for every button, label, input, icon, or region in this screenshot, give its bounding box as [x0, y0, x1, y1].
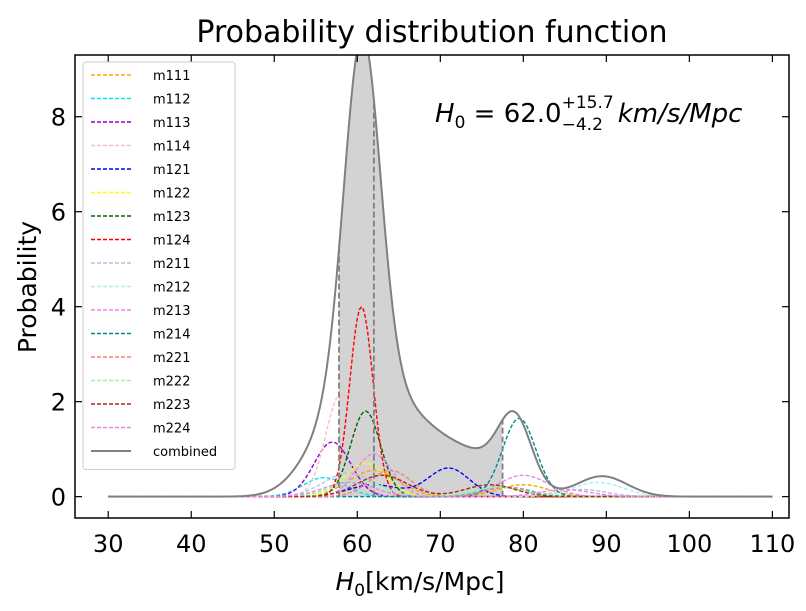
legend-label-m121: m121	[153, 163, 190, 178]
legend: m111 m112 m113 m114 m121 m122 m123 m124 m211 m212…	[82, 61, 236, 470]
combined-shaded-region	[339, 55, 503, 497]
x-tick-label: 50	[259, 530, 290, 558]
x-tick-label: 70	[425, 530, 456, 558]
legend-label-m113: m113	[153, 116, 190, 131]
axes: 30 40 50 60 70 80 90 100 110 0 2 4 6 8	[51, 55, 795, 558]
legend-label-m122: m122	[153, 187, 190, 202]
x-tick-label: 90	[591, 530, 622, 558]
legend-label-m223: m223	[153, 398, 190, 413]
x-tick-label: 60	[342, 530, 373, 558]
y-tick-label: 4	[51, 294, 66, 322]
x-tick-label: 110	[749, 530, 795, 558]
legend-label-m112: m112	[153, 93, 190, 108]
combined-line	[108, 55, 773, 498]
legend-label-m214: m214	[153, 328, 190, 343]
plot-frame	[74, 54, 790, 519]
legend-label-m213: m213	[153, 304, 190, 319]
x-tick-label: 40	[176, 530, 207, 558]
y-tick-label: 6	[51, 199, 66, 227]
legend-label-m123: m123	[153, 210, 190, 225]
legend-label-m114: m114	[153, 140, 190, 155]
legend-label-m124: m124	[153, 234, 190, 249]
legend-label-m211: m211	[153, 257, 190, 272]
legend-label-m224: m224	[153, 422, 190, 437]
legend-label-m111: m111	[153, 69, 190, 84]
plot-area	[108, 55, 773, 498]
x-tick-label: 80	[508, 530, 539, 558]
y-tick-label: 2	[51, 389, 66, 417]
x-axis-label: H0[km/s/Mpc]	[335, 567, 504, 601]
h0-annotation: H0 = 62.0+15.7 −4.2 km/s/Mpc	[435, 93, 742, 135]
x-tick-label: 100	[666, 530, 712, 558]
y-tick-label: 8	[51, 104, 66, 132]
legend-label-m221: m221	[153, 351, 190, 366]
x-tick-label: 30	[93, 530, 124, 558]
y-tick-label: 0	[51, 484, 66, 512]
legend-label-m222: m222	[153, 375, 190, 390]
legend-label-m212: m212	[153, 281, 190, 296]
legend-box	[82, 61, 236, 470]
legend-label-combined: combined	[153, 445, 217, 460]
chart-title: Probability distribution function	[196, 15, 667, 50]
y-axis-label: Probability	[13, 221, 42, 353]
